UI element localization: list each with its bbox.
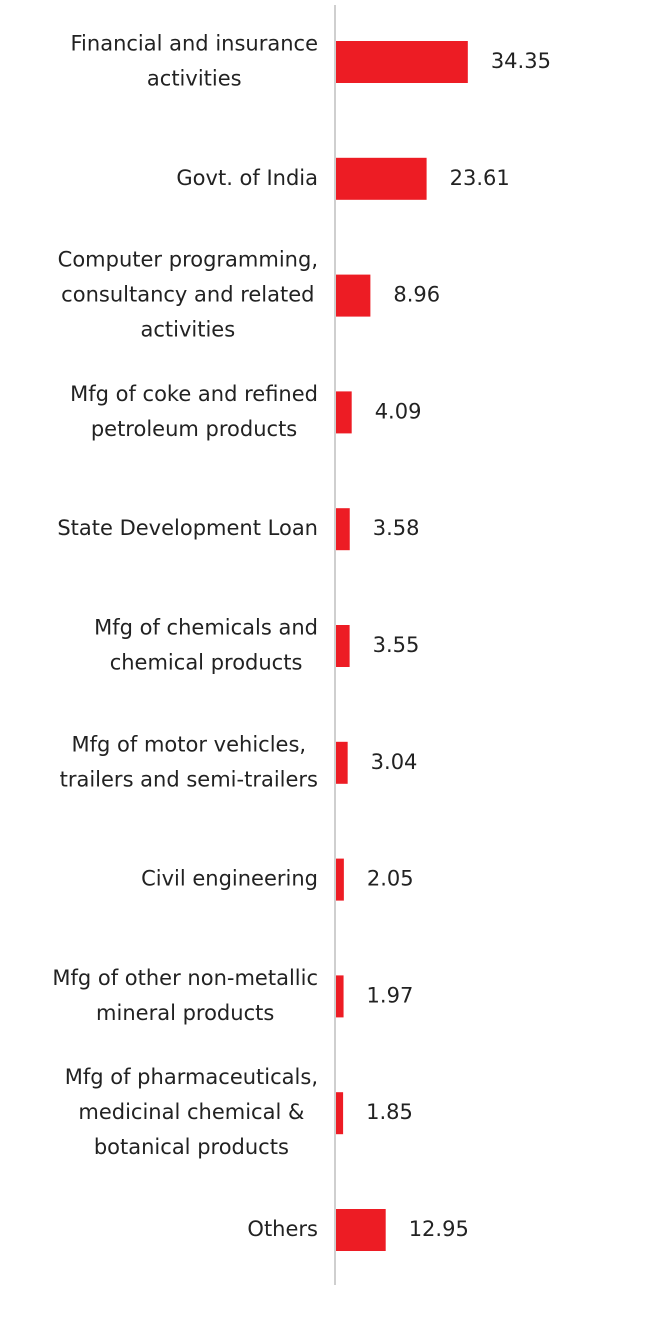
category-label: Mfg of chemicals and chemical products — [94, 616, 318, 675]
value-label: 3.58 — [373, 516, 420, 540]
bar — [336, 41, 468, 83]
value-label: 12.95 — [409, 1217, 469, 1241]
value-label: 23.61 — [450, 166, 510, 190]
bar — [336, 157, 427, 200]
value-label: 3.55 — [373, 633, 420, 657]
value-label: 1.85 — [366, 1100, 413, 1124]
value-label: 34.35 — [491, 49, 551, 73]
value-label: 1.97 — [367, 983, 414, 1007]
bar — [336, 858, 344, 901]
category-label: State Development Loan — [57, 516, 318, 540]
category-label: Mfg of coke and refined petroleum product… — [70, 382, 318, 441]
bar — [336, 508, 350, 551]
category-label: Mfg of motor vehicles, trailers and semi-… — [60, 732, 318, 791]
value-label: 4.09 — [375, 399, 422, 423]
category-label: Govt. of India — [176, 166, 318, 190]
bar — [336, 274, 371, 317]
category-label: Financial and insurance activities — [71, 32, 319, 91]
value-label: 8.96 — [393, 283, 440, 307]
category-label: Civil engineering — [141, 867, 318, 891]
bar — [336, 625, 350, 667]
value-label: 3.04 — [371, 750, 418, 774]
category-label: Mfg of other non-metallic mineral product… — [52, 966, 318, 1025]
category-label: Mfg of pharmaceuticals, medicinal chemica… — [65, 1065, 318, 1159]
bar — [336, 975, 344, 1018]
bar — [336, 1209, 386, 1251]
category-label: Others — [247, 1217, 318, 1241]
bar — [336, 741, 348, 784]
bar — [336, 1092, 344, 1135]
category-label: Computer programming, consultancy and rel… — [58, 248, 318, 342]
bar — [336, 391, 352, 434]
value-label: 2.05 — [367, 867, 414, 891]
